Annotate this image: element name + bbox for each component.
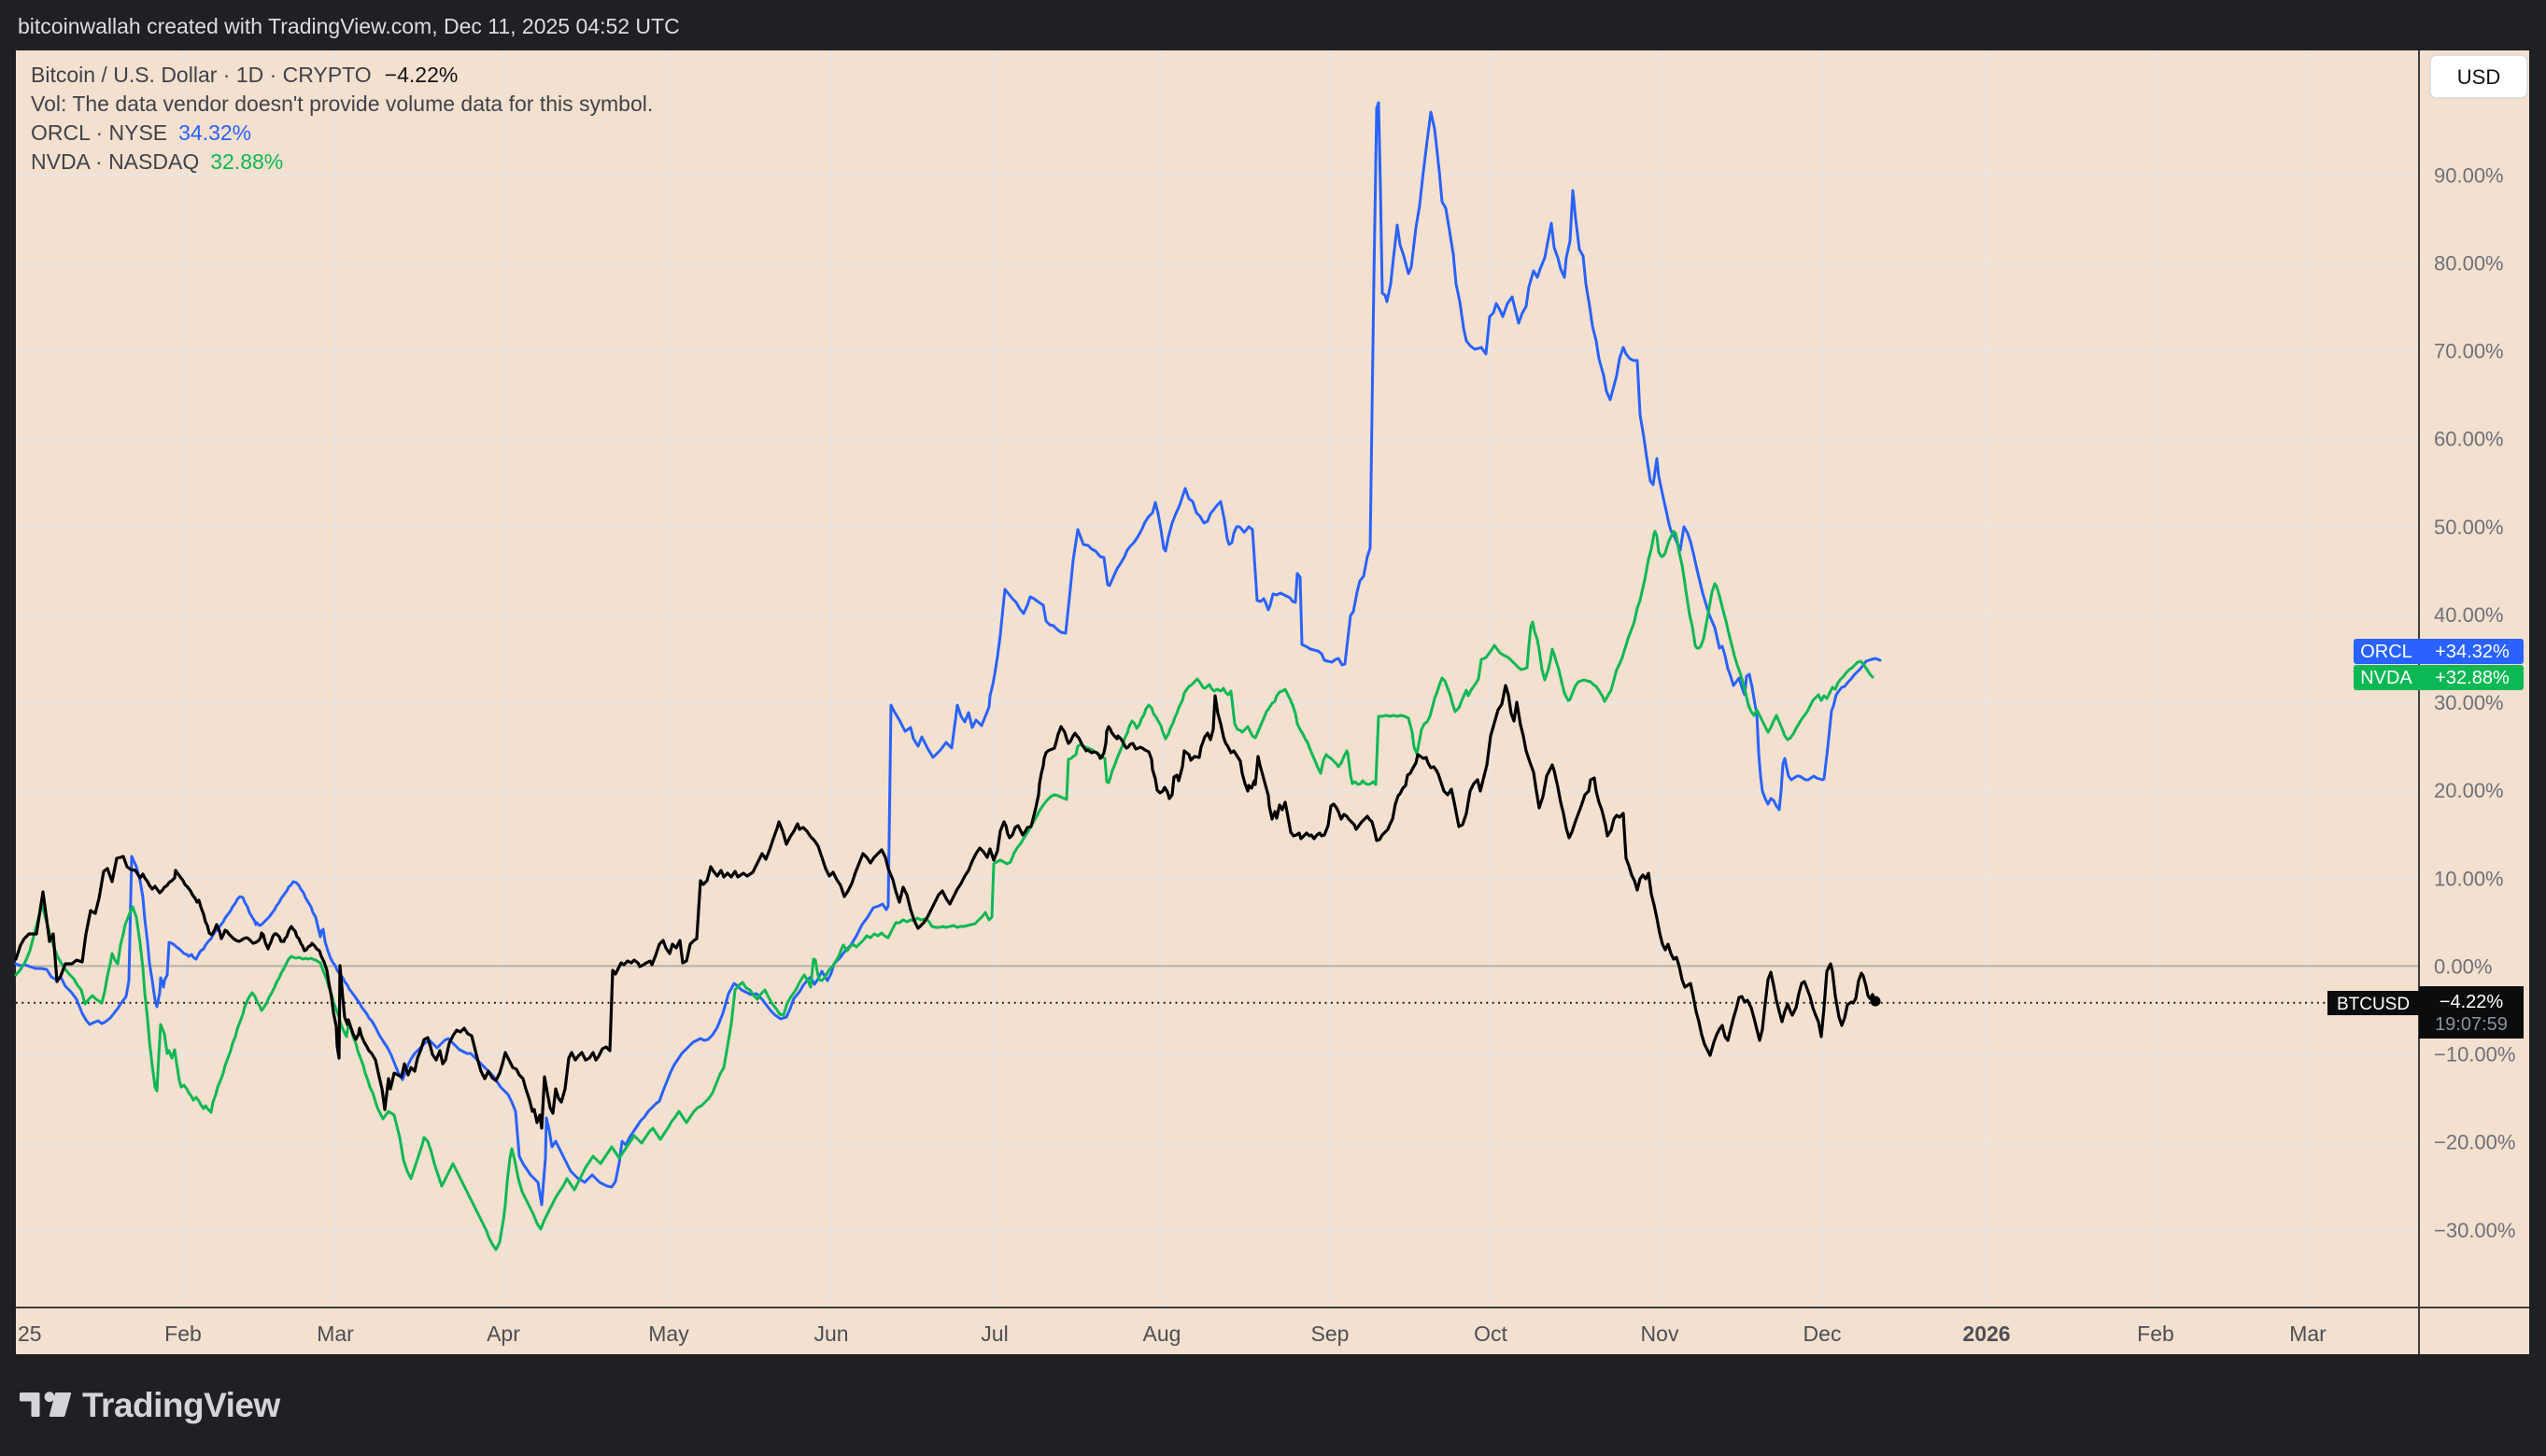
svg-text:−10.00%: −10.00% — [2434, 1043, 2515, 1067]
svg-text:25: 25 — [18, 1322, 42, 1346]
svg-text:10.00%: 10.00% — [2434, 867, 2504, 890]
svg-text:NVDA: NVDA — [2360, 668, 2412, 688]
svg-text:Jul: Jul — [981, 1322, 1008, 1346]
svg-text:Nov: Nov — [1641, 1322, 1679, 1346]
svg-text:2026: 2026 — [1962, 1322, 2010, 1346]
svg-text:19:07:59: 19:07:59 — [2435, 1014, 2508, 1035]
svg-text:Vol: The data vendor doesn't p: Vol: The data vendor doesn't provide vol… — [31, 92, 653, 116]
svg-text:USD: USD — [2457, 65, 2500, 89]
svg-text:80.00%: 80.00% — [2434, 251, 2504, 275]
svg-text:Sep: Sep — [1311, 1322, 1350, 1346]
svg-text:+32.88%: +32.88% — [2435, 668, 2510, 688]
svg-text:Dec: Dec — [1803, 1322, 1842, 1346]
svg-text:Mar: Mar — [2289, 1322, 2327, 1346]
svg-text:TradingView: TradingView — [82, 1386, 280, 1424]
svg-text:40.00%: 40.00% — [2434, 603, 2504, 627]
svg-text:70.00%: 70.00% — [2434, 340, 2504, 363]
svg-text:May: May — [648, 1322, 689, 1346]
svg-text:20.00%: 20.00% — [2434, 779, 2504, 802]
svg-text:Aug: Aug — [1143, 1322, 1181, 1346]
svg-text:Feb: Feb — [164, 1322, 202, 1346]
svg-text:bitcoinwallah created with Tra: bitcoinwallah created with TradingView.c… — [18, 14, 680, 38]
svg-text:Mar: Mar — [317, 1322, 354, 1346]
svg-text:ORCL: ORCL — [2360, 642, 2412, 662]
svg-text:30.00%: 30.00% — [2434, 691, 2504, 714]
svg-text:BTCUSD: BTCUSD — [2337, 995, 2410, 1014]
svg-text:−4.22%: −4.22% — [2440, 992, 2504, 1012]
svg-text:50.00%: 50.00% — [2434, 516, 2504, 539]
svg-text:Feb: Feb — [2137, 1322, 2174, 1346]
svg-text:−20.00%: −20.00% — [2434, 1131, 2515, 1154]
svg-text:+34.32%: +34.32% — [2435, 642, 2510, 662]
svg-text:90.00%: 90.00% — [2434, 163, 2504, 187]
svg-text:Apr: Apr — [487, 1322, 520, 1346]
svg-text:Bitcoin / U.S. Dollar · 1D · C: Bitcoin / U.S. Dollar · 1D · CRYPTO −4.22… — [31, 63, 458, 87]
svg-text:60.00%: 60.00% — [2434, 428, 2504, 451]
svg-text:Jun: Jun — [813, 1322, 848, 1346]
svg-text:−30.00%: −30.00% — [2434, 1219, 2515, 1242]
svg-text:0.00%: 0.00% — [2434, 954, 2492, 978]
svg-text:Oct: Oct — [1474, 1322, 1507, 1346]
